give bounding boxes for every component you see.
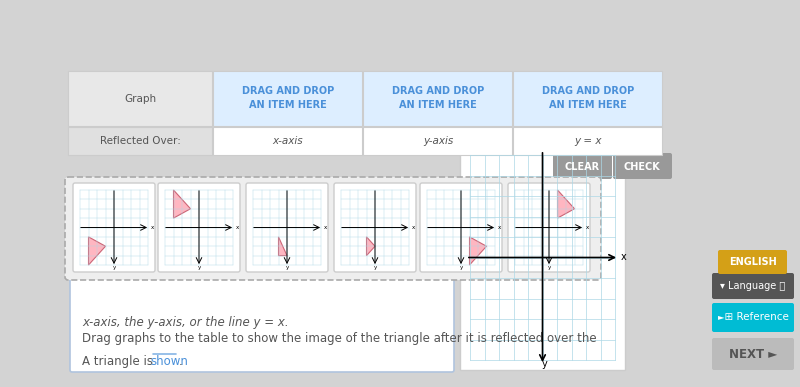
- FancyBboxPatch shape: [246, 183, 328, 272]
- Text: x: x: [236, 225, 239, 230]
- FancyBboxPatch shape: [68, 127, 212, 155]
- Text: ⊞ Reference: ⊞ Reference: [718, 312, 789, 322]
- Polygon shape: [558, 190, 574, 218]
- Text: x: x: [498, 225, 502, 230]
- Text: .: .: [179, 355, 182, 368]
- FancyBboxPatch shape: [613, 153, 672, 179]
- FancyBboxPatch shape: [158, 183, 240, 272]
- Text: DRAG AND DROP
AN ITEM HERE: DRAG AND DROP AN ITEM HERE: [542, 87, 634, 111]
- Text: y: y: [542, 359, 547, 369]
- FancyBboxPatch shape: [553, 153, 612, 179]
- Text: y-axis: y-axis: [423, 136, 453, 146]
- Text: x-axis, the y-axis, or the line y = x.: x-axis, the y-axis, or the line y = x.: [82, 316, 289, 329]
- FancyBboxPatch shape: [213, 127, 362, 155]
- FancyBboxPatch shape: [712, 338, 794, 370]
- Text: y: y: [286, 265, 289, 270]
- FancyBboxPatch shape: [513, 127, 662, 155]
- Polygon shape: [278, 237, 287, 256]
- FancyBboxPatch shape: [68, 71, 212, 126]
- Text: ►: ►: [718, 312, 725, 322]
- FancyBboxPatch shape: [363, 71, 512, 126]
- FancyBboxPatch shape: [508, 183, 590, 272]
- FancyBboxPatch shape: [334, 183, 416, 272]
- Polygon shape: [557, 175, 586, 237]
- FancyBboxPatch shape: [65, 177, 601, 280]
- Text: CHECK: CHECK: [624, 162, 660, 172]
- Text: x: x: [151, 225, 154, 230]
- FancyBboxPatch shape: [420, 183, 502, 272]
- FancyBboxPatch shape: [70, 223, 454, 372]
- Text: DRAG AND DROP
AN ITEM HERE: DRAG AND DROP AN ITEM HERE: [392, 87, 484, 111]
- Text: shown: shown: [150, 355, 188, 368]
- FancyBboxPatch shape: [718, 250, 787, 274]
- Text: x: x: [621, 252, 626, 262]
- Text: DRAG AND DROP
AN ITEM HERE: DRAG AND DROP AN ITEM HERE: [242, 87, 334, 111]
- Polygon shape: [174, 190, 190, 218]
- Text: y: y: [112, 265, 116, 270]
- FancyBboxPatch shape: [712, 273, 794, 299]
- Polygon shape: [366, 237, 375, 256]
- Text: y = x: y = x: [574, 136, 602, 146]
- FancyBboxPatch shape: [513, 71, 662, 126]
- Text: x-axis: x-axis: [273, 136, 303, 146]
- Text: ▾ Language ⓘ: ▾ Language ⓘ: [720, 281, 786, 291]
- Text: Drag graphs to the table to show the image of the triangle after it is reflected: Drag graphs to the table to show the ima…: [82, 332, 597, 345]
- Text: y: y: [547, 265, 550, 270]
- Text: y: y: [374, 265, 377, 270]
- Text: ENGLISH: ENGLISH: [729, 257, 777, 267]
- FancyBboxPatch shape: [460, 145, 625, 370]
- Text: A triangle is: A triangle is: [82, 355, 157, 368]
- Text: y: y: [459, 265, 462, 270]
- FancyBboxPatch shape: [73, 183, 155, 272]
- Polygon shape: [89, 237, 106, 265]
- Text: x: x: [586, 225, 590, 230]
- Text: CLEAR: CLEAR: [565, 162, 599, 172]
- Text: x: x: [324, 225, 327, 230]
- Text: y: y: [198, 265, 201, 270]
- FancyBboxPatch shape: [712, 303, 794, 332]
- FancyBboxPatch shape: [213, 71, 362, 126]
- Text: Reflected Over:: Reflected Over:: [100, 136, 181, 146]
- Polygon shape: [470, 237, 486, 265]
- Text: NEXT ►: NEXT ►: [729, 348, 777, 361]
- Text: x: x: [412, 225, 415, 230]
- FancyBboxPatch shape: [363, 127, 512, 155]
- Text: Graph: Graph: [125, 94, 157, 103]
